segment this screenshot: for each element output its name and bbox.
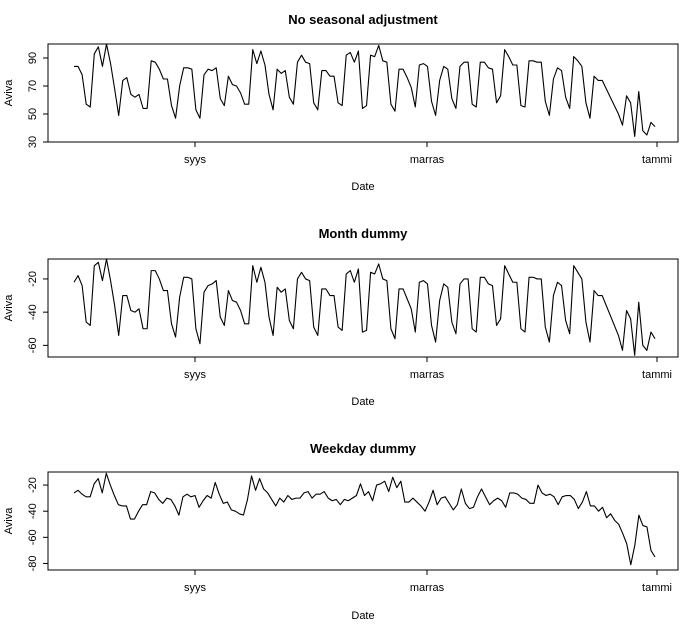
y-tick-label: -40	[27, 503, 39, 519]
x-tick-label: marras	[410, 154, 445, 166]
chart-title: Month dummy	[319, 226, 409, 241]
x-tick-label: tammi	[642, 369, 672, 381]
x-tick-label: tammi	[642, 154, 672, 166]
x-axis-title: Date	[351, 396, 374, 408]
x-tick-label: marras	[410, 582, 445, 594]
series-line	[73, 472, 656, 566]
x-axis: syys marras tammi	[184, 142, 672, 166]
x-axis-title: Date	[351, 610, 374, 622]
y-tick-label: -80	[27, 556, 39, 572]
x-axis-title: Date	[351, 181, 374, 193]
y-axis: 30 50 70 90	[27, 52, 48, 148]
panel-month-dummy: Month dummy -60 -40 -20 syys marras tammi Da…	[3, 226, 679, 408]
x-axis: syys marras tammi	[184, 570, 672, 594]
chart-title: No seasonal adjustment	[288, 12, 438, 27]
y-axis-title: Aviva	[3, 79, 15, 107]
x-tick-label: syys	[184, 582, 207, 594]
y-tick-label: -20	[27, 271, 39, 287]
y-tick-label: 70	[27, 80, 39, 92]
x-tick-label: tammi	[642, 582, 672, 594]
plot-frame	[47, 43, 679, 143]
y-tick-label: -20	[27, 477, 39, 493]
y-tick-label: 30	[27, 136, 39, 148]
y-tick-label: 50	[27, 108, 39, 120]
series-line	[73, 258, 656, 356]
plot-frame	[47, 258, 679, 358]
y-tick-label: -60	[27, 337, 39, 353]
x-tick-label: syys	[184, 154, 207, 166]
y-axis-title: Aviva	[3, 294, 15, 322]
y-tick-label: 90	[27, 52, 39, 64]
y-axis: -60 -40 -20	[27, 271, 48, 353]
chart-title: Weekday dummy	[310, 441, 417, 456]
x-tick-label: syys	[184, 369, 207, 381]
series-line	[74, 43, 656, 137]
y-axis: -80 -60 -40 -20	[27, 477, 48, 571]
y-tick-label: -60	[27, 529, 39, 545]
x-tick-label: marras	[410, 369, 445, 381]
panel-weekday-dummy: Weekday dummy -80 -60 -40 -20 syys marras tam…	[3, 441, 679, 622]
x-axis: syys marras tammi	[184, 357, 672, 381]
plot-frame	[47, 471, 679, 571]
y-tick-label: -40	[27, 304, 39, 320]
y-axis-title: Aviva	[3, 507, 15, 535]
panel-no-seasonal-adjustment: No seasonal adjustment 30 50 70 90 syys marr…	[3, 12, 679, 193]
